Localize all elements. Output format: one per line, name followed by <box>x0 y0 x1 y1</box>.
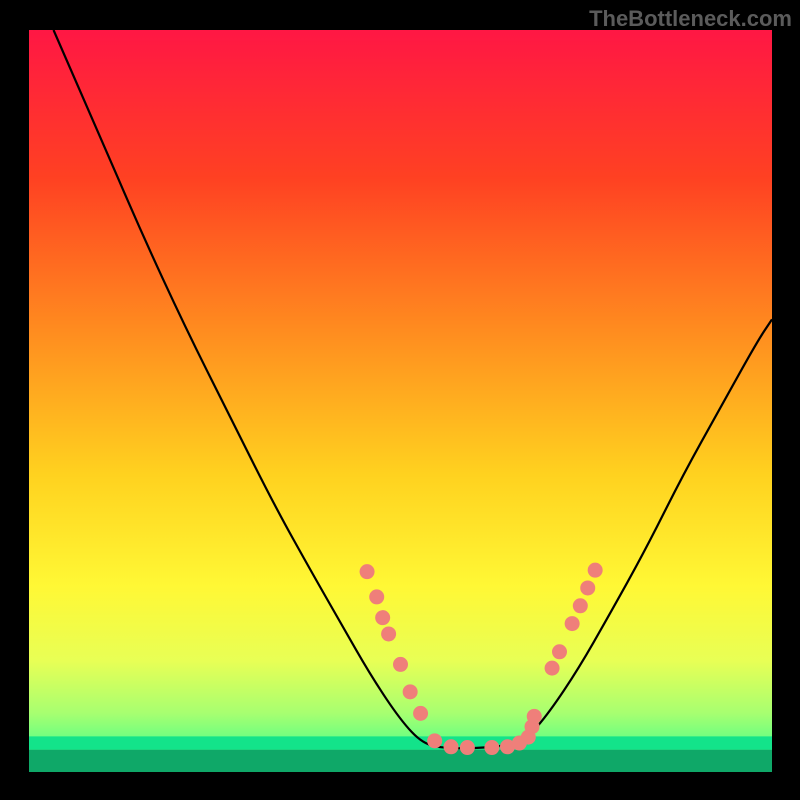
marker-dot <box>427 733 442 748</box>
marker-dot <box>460 740 475 755</box>
marker-dot <box>403 684 418 699</box>
watermark-text: TheBottleneck.com <box>589 6 792 32</box>
marker-dot <box>393 657 408 672</box>
frame <box>772 0 800 800</box>
frame <box>0 772 800 800</box>
frame <box>0 0 29 800</box>
marker-dot <box>444 739 459 754</box>
marker-dot <box>527 709 542 724</box>
marker-dot <box>413 706 428 721</box>
marker-dot <box>588 563 603 578</box>
marker-dot <box>565 616 580 631</box>
marker-dot <box>381 626 396 641</box>
marker-dot <box>552 644 567 659</box>
marker-dot <box>580 580 595 595</box>
marker-dot <box>360 564 375 579</box>
bottleneck-chart <box>0 0 800 800</box>
marker-dot <box>545 661 560 676</box>
marker-dot <box>484 740 499 755</box>
green-band <box>29 736 772 749</box>
marker-dot <box>369 589 384 604</box>
marker-dot <box>573 598 588 613</box>
green-band <box>29 750 772 772</box>
marker-dot <box>375 610 390 625</box>
